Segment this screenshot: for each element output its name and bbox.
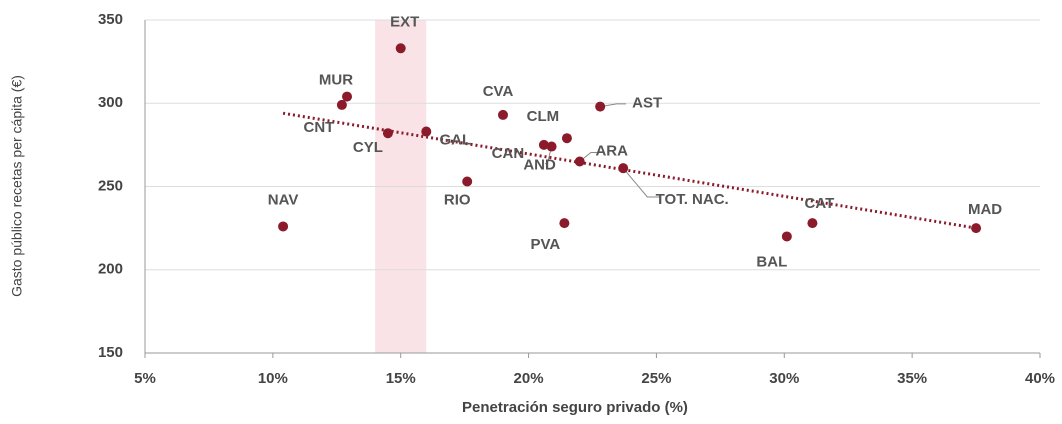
point [498,109,508,120]
leader-line [544,146,553,165]
point-label: ARA [595,142,628,159]
point [538,139,549,150]
point [342,91,353,102]
point-label: NAV [268,191,299,208]
point-label: BAL [756,253,787,270]
y-tick-label: 200 [98,261,123,278]
x-tick-label: 40% [1025,370,1055,387]
point [559,218,570,229]
point-label: MAD [968,201,1002,218]
y-tick-label: 250 [98,177,123,194]
point [278,221,289,232]
point-label: TOT. NAC. [656,191,729,208]
point [574,156,585,167]
x-tick-label: 5% [134,370,156,387]
y-tick-label: 300 [98,94,123,111]
point [546,141,557,152]
point [807,218,818,229]
point [561,133,572,144]
y-tick-label: 350 [98,11,123,28]
x-tick-label: 30% [769,370,799,387]
leader-line [622,167,662,198]
point-label: GAL [439,132,471,149]
y-axis-title: Gasto público recetas per cápita (€) [9,75,25,297]
y-tick-label: 150 [98,344,123,361]
point [618,163,629,174]
x-tick-label: 35% [897,370,927,387]
leader-line [600,103,627,108]
point-label: CYL [353,139,383,156]
trendline [282,111,977,230]
point-label: CAT [805,195,835,212]
x-tick-label: 20% [514,370,544,387]
point [595,101,606,112]
point [781,231,792,242]
point-label: MUR [319,72,353,89]
x-axis-title: Penetración seguro privado (%) [462,399,688,416]
point-label: CVA [483,83,514,100]
point-label: RIO [444,191,471,208]
point-label: EXT [390,13,419,30]
point [462,176,473,187]
x-tick-label: 10% [258,370,288,387]
point-label: CNT [303,119,334,136]
point-label: AST [632,95,662,112]
point-label: CLM [527,108,560,125]
point [421,126,432,137]
point-label: AND [523,157,556,174]
x-tick-label: 25% [641,370,671,387]
point [382,128,393,139]
x-tick-label: 15% [386,370,416,387]
point-label: PVA [531,236,561,253]
point-label: CAN [492,145,525,162]
point [336,99,347,110]
point [971,223,982,234]
point [395,43,406,54]
